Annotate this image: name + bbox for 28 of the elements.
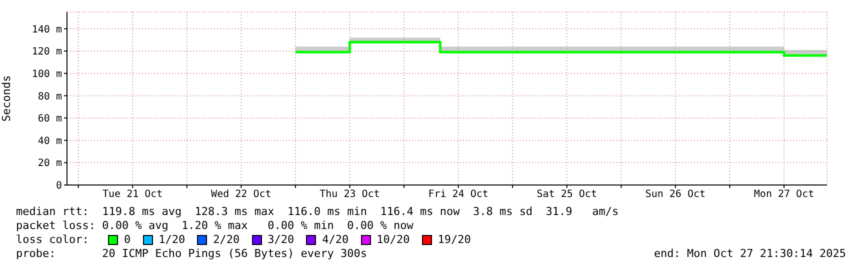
x-tick-label: Tue 21 Oct (102, 189, 163, 200)
x-tick-label: Fri 24 Oct (428, 189, 488, 200)
text: packet loss: 0.00 % avg 1.20 % max 0.00 % min 0.00 % now (16, 219, 414, 233)
text: loss color: (16, 233, 90, 247)
text: probe: 20 ICMP Echo Pings (56 Bytes) every 300s (16, 247, 367, 260)
x-tick-label: Sun 26 Oct (645, 189, 706, 200)
text: 19/20 (438, 233, 471, 247)
text: 1/20 (158, 233, 186, 247)
text: median rtt: 119.8 ms avg 128.3 ms max 116.0 ms min 116.4 ms now 3.8 ms sd 31.9 am/s (16, 205, 620, 219)
text: 4/20 (322, 233, 349, 247)
y-tick-label: 120 m (32, 46, 62, 58)
x-tick-label: Sat 25 Oct (536, 189, 597, 200)
y-axis-title: Seconds (0, 75, 13, 122)
y-tick-label: 100 m (32, 68, 62, 80)
x-tick-label: Thu 23 Oct (320, 189, 380, 200)
text: 10/20 (376, 233, 410, 247)
y-tick-label: 60 m (38, 114, 62, 125)
text: 3/20 (268, 233, 294, 247)
y-tick-label: 40 m (38, 136, 62, 147)
text: 2/20 (213, 233, 240, 247)
y-tick-label: 0 (56, 180, 62, 192)
text: end: Mon Oct 27 21:30:14 2025 (654, 247, 846, 261)
x-tick-label: Wed 22 Oct (211, 189, 272, 200)
y-tick-label: 20 m (38, 158, 62, 170)
y-tick-label: 140 m (32, 24, 62, 36)
x-tick-label: Mon 27 Oct (754, 189, 814, 200)
text: 0 (124, 233, 131, 247)
y-tick-label: 80 m (38, 91, 62, 102)
